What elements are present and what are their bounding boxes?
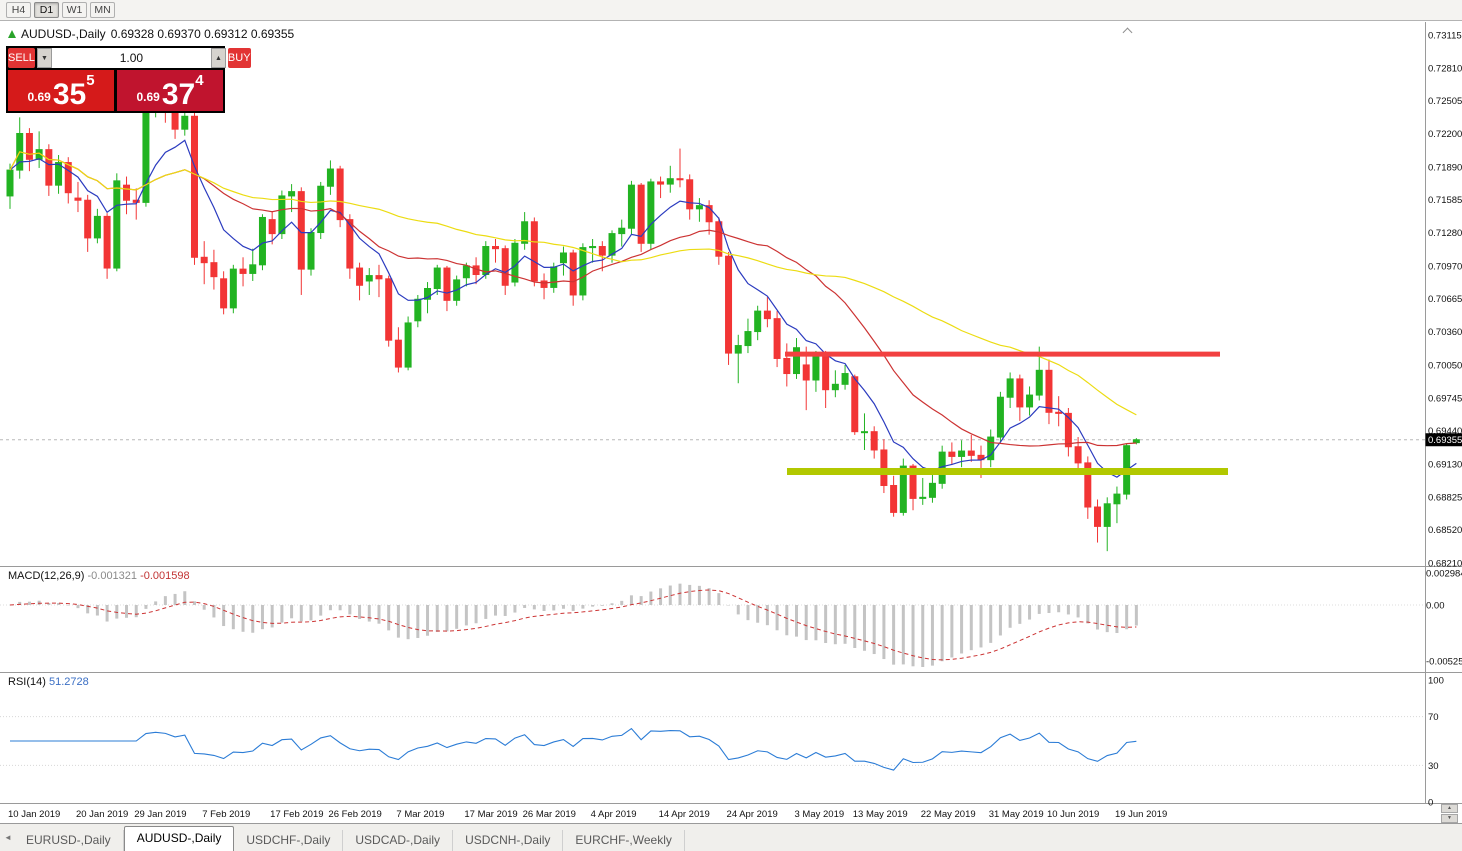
- svg-text:7 Feb 2019: 7 Feb 2019: [202, 809, 250, 820]
- svg-text:31 May 2019: 31 May 2019: [989, 809, 1044, 820]
- svg-text:0.72810: 0.72810: [1428, 63, 1462, 74]
- sell-price-button[interactable]: 0.69 35 5: [8, 70, 114, 111]
- svg-text:0.69130: 0.69130: [1428, 459, 1462, 470]
- volume-decrease-button[interactable]: ▼: [36, 48, 52, 68]
- tab-eurchf-weekly[interactable]: EURCHF-,Weekly: [563, 830, 685, 851]
- svg-text:0: 0: [1428, 798, 1433, 809]
- chart-title: AUDUSD-,Daily 0.69328 0.69370 0.69312 0.…: [8, 27, 294, 41]
- chart-ohlc-values: 0.69328 0.69370 0.69312 0.69355: [110, 27, 295, 41]
- macd-panel-label: MACD(12,26,9) -0.001321 -0.001598: [8, 570, 190, 582]
- svg-text:0.71585: 0.71585: [1428, 195, 1462, 206]
- volume-increase-button[interactable]: ▲: [210, 48, 226, 68]
- svg-text:0.69355: 0.69355: [1428, 435, 1462, 446]
- svg-text:26 Mar 2019: 26 Mar 2019: [523, 809, 576, 820]
- tab-scroll-left-icon[interactable]: ◄: [4, 833, 12, 842]
- svg-text:10 Jan 2019: 10 Jan 2019: [8, 809, 60, 820]
- svg-text:0.00: 0.00: [1426, 601, 1445, 612]
- rsi-value: 51.2728: [48, 676, 89, 688]
- svg-text:29 Jan 2019: 29 Jan 2019: [134, 809, 186, 820]
- svg-text:0.71280: 0.71280: [1428, 228, 1462, 239]
- buy-price-pipette: 4: [195, 72, 204, 89]
- scroll-up-icon: ▲: [1447, 805, 1452, 811]
- tab-eurusd-daily[interactable]: EURUSD-,Daily: [14, 830, 124, 851]
- svg-text:19 Jun 2019: 19 Jun 2019: [1115, 809, 1167, 820]
- svg-text:26 Feb 2019: 26 Feb 2019: [328, 809, 381, 820]
- buy-price-whole: 0.69: [136, 90, 160, 104]
- svg-text:70: 70: [1428, 712, 1439, 723]
- scroll-up-button[interactable]: ▲: [1441, 804, 1458, 813]
- svg-text:4 Apr 2019: 4 Apr 2019: [591, 809, 637, 820]
- svg-text:13 May 2019: 13 May 2019: [853, 809, 908, 820]
- timeframe-toolbar: H4 D1 W1 MN: [0, 0, 1462, 21]
- tab-audusd-daily[interactable]: AUDUSD-,Daily: [123, 826, 235, 851]
- buy-button[interactable]: BUY: [227, 48, 251, 68]
- svg-text:0.70665: 0.70665: [1428, 294, 1462, 305]
- buy-price-pips: 37: [161, 78, 196, 111]
- svg-text:14 Apr 2019: 14 Apr 2019: [659, 809, 710, 820]
- sell-button[interactable]: SELL: [8, 48, 35, 68]
- symbol-triangle-icon: [8, 30, 16, 38]
- svg-text:0.68210: 0.68210: [1428, 559, 1462, 570]
- timeframe-d1-button[interactable]: D1: [34, 2, 59, 18]
- timeframe-w1-button[interactable]: W1: [62, 2, 87, 18]
- tab-usdchf-daily[interactable]: USDCHF-,Daily: [234, 830, 344, 851]
- svg-text:100: 100: [1428, 676, 1444, 687]
- svg-text:0.73115: 0.73115: [1428, 31, 1462, 42]
- svg-text:0.69440: 0.69440: [1428, 426, 1462, 437]
- svg-text:0.70050: 0.70050: [1428, 360, 1462, 371]
- buy-price-button[interactable]: 0.69 37 4: [117, 70, 223, 111]
- svg-text:24 Apr 2019: 24 Apr 2019: [727, 809, 778, 820]
- svg-text:17 Feb 2019: 17 Feb 2019: [270, 809, 323, 820]
- chevron-up-icon[interactable]: [1122, 27, 1133, 38]
- svg-text:0.72200: 0.72200: [1428, 129, 1462, 140]
- volume-control: ▼ ▲: [36, 48, 226, 68]
- svg-text:0.70970: 0.70970: [1428, 261, 1462, 272]
- one-click-trading-panel: SELL ▼ ▲ BUY 0.69 35 5 0.69 37 4: [6, 46, 251, 113]
- svg-text:0.71890: 0.71890: [1428, 162, 1462, 173]
- triangle-down-icon: ▼: [40, 54, 48, 62]
- svg-text:0.72505: 0.72505: [1428, 96, 1462, 107]
- svg-text:3 May 2019: 3 May 2019: [795, 809, 845, 820]
- svg-text:7 Mar 2019: 7 Mar 2019: [396, 809, 444, 820]
- timeframe-mn-button[interactable]: MN: [90, 2, 115, 18]
- chart-scrollbar: ▲ ▼: [1441, 804, 1458, 823]
- sell-price-whole: 0.69: [27, 90, 51, 104]
- scroll-down-icon: ▼: [1447, 815, 1452, 821]
- svg-text:0.002984: 0.002984: [1426, 569, 1462, 580]
- rsi-panel-label: RSI(14) 51.2728: [8, 676, 89, 688]
- svg-text:0.69745: 0.69745: [1428, 393, 1462, 404]
- svg-text:10 Jun 2019: 10 Jun 2019: [1047, 809, 1099, 820]
- tab-usdcad-daily[interactable]: USDCAD-,Daily: [343, 830, 454, 851]
- svg-text:0.68520: 0.68520: [1428, 525, 1462, 536]
- chart-tabbar: ◄ EURUSD-,Daily AUDUSD-,Daily USDCHF-,Da…: [0, 823, 1462, 851]
- macd-signal-value: -0.001598: [140, 570, 190, 582]
- chart-symbol-label: AUDUSD-,Daily: [21, 27, 106, 41]
- price-chart[interactable]: 0.73115 0.72810 0.72505 0.72200 0.71890 0.715…: [0, 22, 1462, 823]
- triangle-up-icon: ▲: [214, 54, 222, 62]
- svg-text:-0.005256: -0.005256: [1426, 657, 1462, 668]
- scroll-down-button[interactable]: ▼: [1441, 814, 1458, 823]
- sell-price-pipette: 5: [86, 72, 95, 89]
- sell-price-pips: 35: [52, 78, 87, 111]
- svg-text:0.70360: 0.70360: [1428, 327, 1462, 338]
- tab-usdcnh-daily[interactable]: USDCNH-,Daily: [453, 830, 564, 851]
- macd-value: -0.001321: [87, 570, 138, 582]
- svg-text:22 May 2019: 22 May 2019: [921, 809, 976, 820]
- svg-text:30: 30: [1428, 761, 1439, 772]
- timeframe-h4-button[interactable]: H4: [6, 2, 31, 18]
- svg-text:0.68825: 0.68825: [1428, 492, 1462, 503]
- svg-text:20 Jan 2019: 20 Jan 2019: [76, 809, 128, 820]
- rsi-name: RSI(14): [8, 676, 46, 688]
- macd-name: MACD(12,26,9): [8, 570, 85, 582]
- volume-input[interactable]: [51, 48, 211, 68]
- svg-text:17 Mar 2019: 17 Mar 2019: [464, 809, 517, 820]
